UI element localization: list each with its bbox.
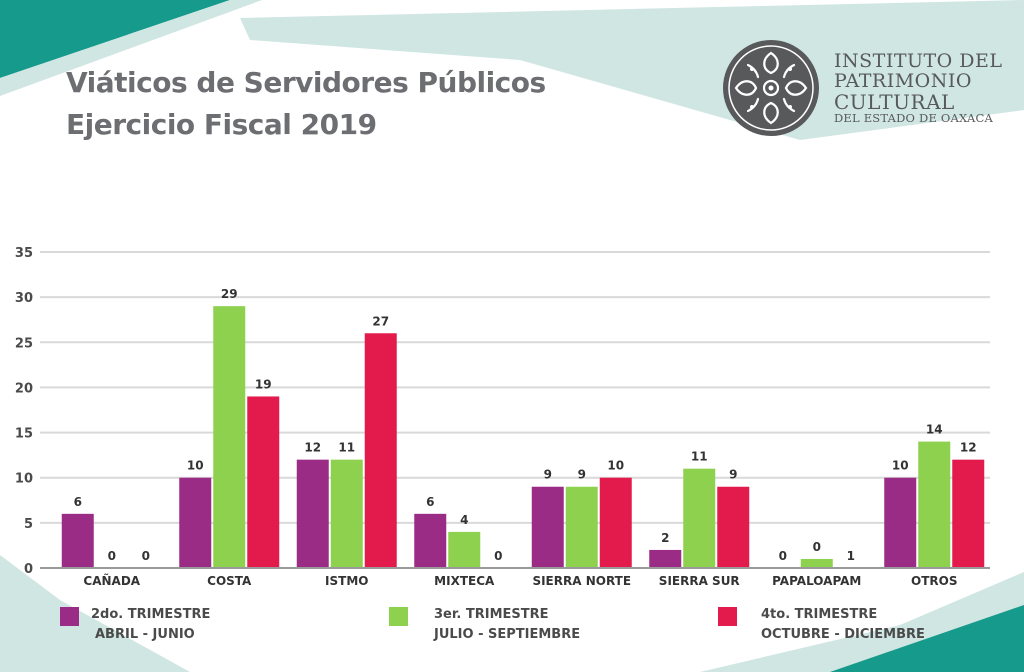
bar-s1-0 [61, 513, 94, 568]
category-label-7: OTROS [911, 574, 957, 588]
y-tick-label-15: 15 [15, 427, 33, 442]
legend-swatch-series1 [60, 607, 79, 626]
data-label-s3-3: 0 [494, 549, 502, 563]
data-label-s3-5: 9 [729, 468, 737, 482]
logo-text-line4: DEL ESTADO DE OAXACA [834, 111, 994, 125]
bar-s3-5 [717, 486, 750, 568]
legend-label-series2: 3er. TRIMESTRE [434, 607, 549, 622]
legend-item-series3: 4to. TRIMESTRE OCTUBRE - DICIEMBRE [718, 605, 925, 645]
data-label-s3-6: 1 [847, 549, 855, 563]
legend-label-series3: 4to. TRIMESTRE [761, 607, 878, 622]
data-label-s3-2: 27 [372, 314, 389, 328]
y-tick-label-10: 10 [15, 472, 33, 487]
category-label-0: CAÑADA [83, 573, 140, 588]
bar-s1-1 [179, 477, 212, 568]
mint-band-top-left [0, 0, 262, 96]
data-label-s3-4: 10 [607, 459, 624, 473]
legend-swatch-series2 [389, 607, 408, 626]
bar-s2-5 [683, 468, 716, 568]
legend-sublabel-series1: ABRIL - JUNIO [95, 627, 195, 642]
mint-band-bottom-left [0, 555, 190, 672]
bar-s1-3 [414, 513, 447, 568]
data-label-s1-1: 10 [187, 459, 204, 473]
data-label-s1-5: 2 [661, 531, 669, 545]
data-label-s3-7: 12 [960, 441, 977, 455]
bar-s2-1 [213, 306, 246, 568]
category-label-1: COSTA [207, 574, 252, 588]
legend-label-series1: 2do. TRIMESTRE [91, 607, 211, 622]
bar-s1-5 [649, 549, 682, 568]
y-tick-label-20: 20 [15, 381, 33, 396]
data-label-s2-1: 29 [221, 287, 238, 301]
y-tick-label-5: 5 [24, 517, 33, 532]
data-label-s3-1: 19 [255, 377, 272, 391]
data-label-s1-7: 10 [892, 459, 909, 473]
category-label-3: MIXTECA [434, 574, 495, 588]
data-label-s2-4: 9 [578, 468, 586, 482]
bar-s1-4 [531, 486, 564, 568]
data-label-s2-5: 11 [691, 450, 708, 464]
y-tick-label-30: 30 [15, 291, 33, 306]
data-label-s1-6: 0 [779, 549, 787, 563]
bar-s3-4 [599, 477, 632, 568]
category-label-2: ISTMO [325, 574, 368, 588]
bar-s3-7 [952, 459, 985, 568]
category-label-6: PAPALOAPAM [772, 574, 861, 588]
institute-seal-logo [723, 40, 819, 136]
teal-band-bottom-right [830, 605, 1024, 672]
y-tick-label-0: 0 [24, 562, 33, 577]
legend-item-series2: 3er. TRIMESTRE JULIO - SEPTIEMBRE [389, 605, 580, 645]
bar-s2-3 [448, 531, 481, 568]
bar-s1-2 [296, 459, 329, 568]
data-label-s2-0: 0 [108, 549, 116, 563]
legend-item-series1: 2do. TRIMESTRE ABRIL - JUNIO [60, 605, 210, 645]
bar-s2-2 [330, 459, 363, 568]
bar-s1-7 [884, 477, 917, 568]
category-label-4: SIERRA NORTE [532, 574, 631, 588]
bar-s2-7 [918, 441, 951, 568]
logo-text-line1: INSTITUTO DEL [834, 50, 1003, 72]
legend-swatch-series3 [718, 607, 737, 626]
data-label-s1-3: 6 [426, 495, 434, 509]
bar-s2-4 [565, 486, 598, 568]
bar-s2-6 [800, 558, 833, 568]
category-label-5: SIERRA SUR [659, 574, 740, 588]
data-label-s3-0: 0 [142, 549, 150, 563]
data-label-s2-3: 4 [460, 513, 468, 527]
data-label-s2-6: 0 [813, 540, 821, 554]
bar-s3-1 [247, 396, 280, 568]
data-label-s1-2: 12 [304, 441, 321, 455]
logo-text-line3: CULTURAL [834, 90, 955, 114]
data-label-s1-0: 6 [74, 495, 82, 509]
data-label-s2-7: 14 [926, 423, 943, 437]
data-label-s1-4: 9 [544, 468, 552, 482]
y-tick-label-25: 25 [15, 336, 33, 351]
bar-s3-2 [364, 333, 397, 568]
chart-title-line2: Ejercicio Fiscal 2019 [66, 108, 377, 141]
mint-band-top [240, 0, 1024, 140]
data-label-s2-2: 11 [338, 441, 355, 455]
logo-text-line2: PATRIMONIO [834, 70, 972, 92]
legend-sublabel-series3: OCTUBRE - DICIEMBRE [761, 627, 925, 642]
legend-sublabel-series2: JULIO - SEPTIEMBRE [434, 627, 581, 642]
y-tick-label-35: 35 [15, 246, 33, 261]
chart-title-line1: Viáticos de Servidores Públicos [66, 66, 546, 99]
